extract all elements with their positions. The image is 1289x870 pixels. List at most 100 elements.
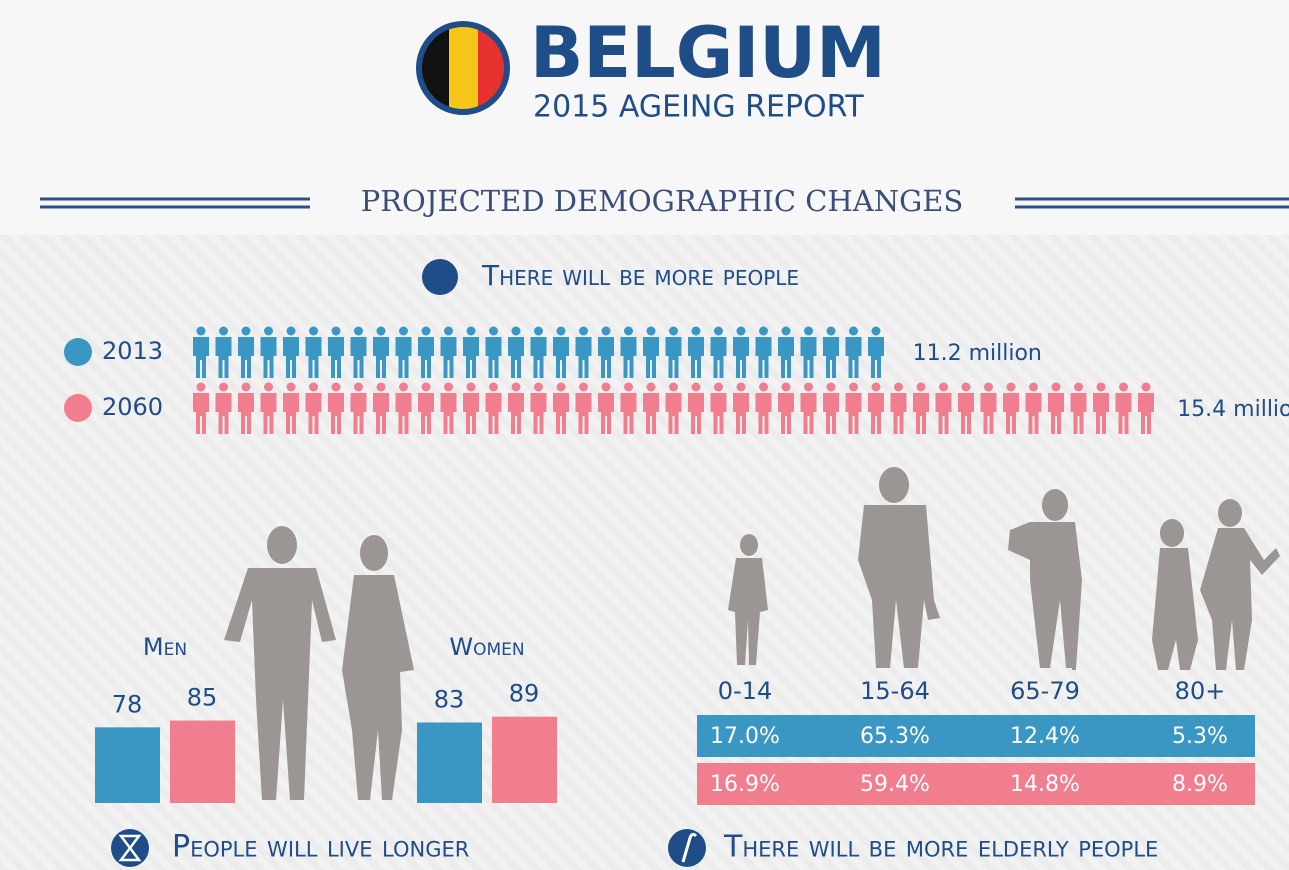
bar [170,720,235,803]
person-icon [669,326,678,336]
person-icon [530,337,547,378]
person-icon [894,382,903,392]
table-row [697,763,1255,805]
person-icon [309,326,318,336]
person-icon [553,393,569,434]
bar-label: 85 [187,684,218,712]
person-icon [849,326,858,336]
bar [417,722,482,803]
age-group: 0-14 [718,677,772,705]
person-icon [305,337,322,378]
table-cell: 5.3% [1172,724,1228,749]
person-icon [939,382,948,392]
section-title: PROJECTED DEMOGRAPHIC CHANGES [361,184,964,218]
person-icon [399,382,408,392]
person-icon [845,393,862,434]
person-icon [331,326,341,336]
title: BELGIUM [530,12,886,94]
bar [492,716,557,803]
person-icon [373,337,389,378]
person-icon [1048,393,1064,434]
person-icon [376,326,386,336]
person-icon [463,393,479,434]
person-icon [800,393,817,434]
person-icon [305,393,322,434]
person-icon [643,393,659,434]
person-icon [598,393,614,434]
person-icon [1070,393,1087,434]
person-icon [823,393,839,434]
flag [416,21,510,115]
person-icon [395,393,412,434]
person-icon [916,382,926,392]
section-rule [40,197,1289,209]
person-icon [826,326,836,336]
person-icon [444,326,453,336]
hourglass-icon [111,829,149,867]
person-icon [440,393,457,434]
person-icon [328,393,344,434]
person-icon [601,326,611,336]
person-icon [665,337,682,378]
person-icon [579,326,588,336]
person-icon [440,337,457,378]
person-icon [466,326,476,336]
person-icon [958,393,974,434]
person-icon [575,337,592,378]
table-row [697,715,1255,757]
person-icon [193,393,209,434]
person-icon [620,393,637,434]
person-icon [849,382,858,392]
person-icon [219,382,228,392]
population-title: There will be more people [481,259,799,292]
person-icon [1051,382,1061,392]
person-icon [485,393,502,434]
person-icon [1141,382,1151,392]
person-icon [196,326,206,336]
person-icon [219,326,228,336]
person-icon [714,326,723,336]
person-icon [984,382,993,392]
person-icon [376,382,386,392]
person-icon [1093,393,1109,434]
person-icon [579,382,588,392]
population-label: 11.2 million [913,341,1042,366]
person-icon [736,382,746,392]
person-icon [553,337,569,378]
person-icon [643,337,659,378]
person-icon [241,326,251,336]
group-label: Men [143,633,187,661]
person-icon [1074,382,1083,392]
person-icon [688,393,704,434]
person-icon [624,326,633,336]
person-icon [575,393,592,434]
people-row [193,382,1154,434]
person-icon [913,393,929,434]
person-icon [399,326,408,336]
person-icon [778,337,794,378]
person-icon [669,382,678,392]
person-icon [196,382,206,392]
person-icon [556,326,566,336]
person-icon [466,382,476,392]
silhouettes [224,467,1280,800]
person-icon [260,393,277,434]
person-icon [489,326,498,336]
person-icon [534,382,543,392]
person-icon [421,382,431,392]
legend-dot [64,338,92,366]
person-icon [691,382,701,392]
person-icon [598,337,614,378]
population-label: 15.4 million [1177,397,1289,422]
person-icon [444,382,453,392]
person-icon [283,393,299,434]
person-icon [395,337,412,378]
person-icon [1096,382,1106,392]
person-icon [781,382,791,392]
person-icon [624,382,633,392]
person-icon [328,337,344,378]
table-cell: 14.8% [1010,772,1080,797]
person-icon [935,393,952,434]
person-icon [556,382,566,392]
person-icon [868,337,884,378]
